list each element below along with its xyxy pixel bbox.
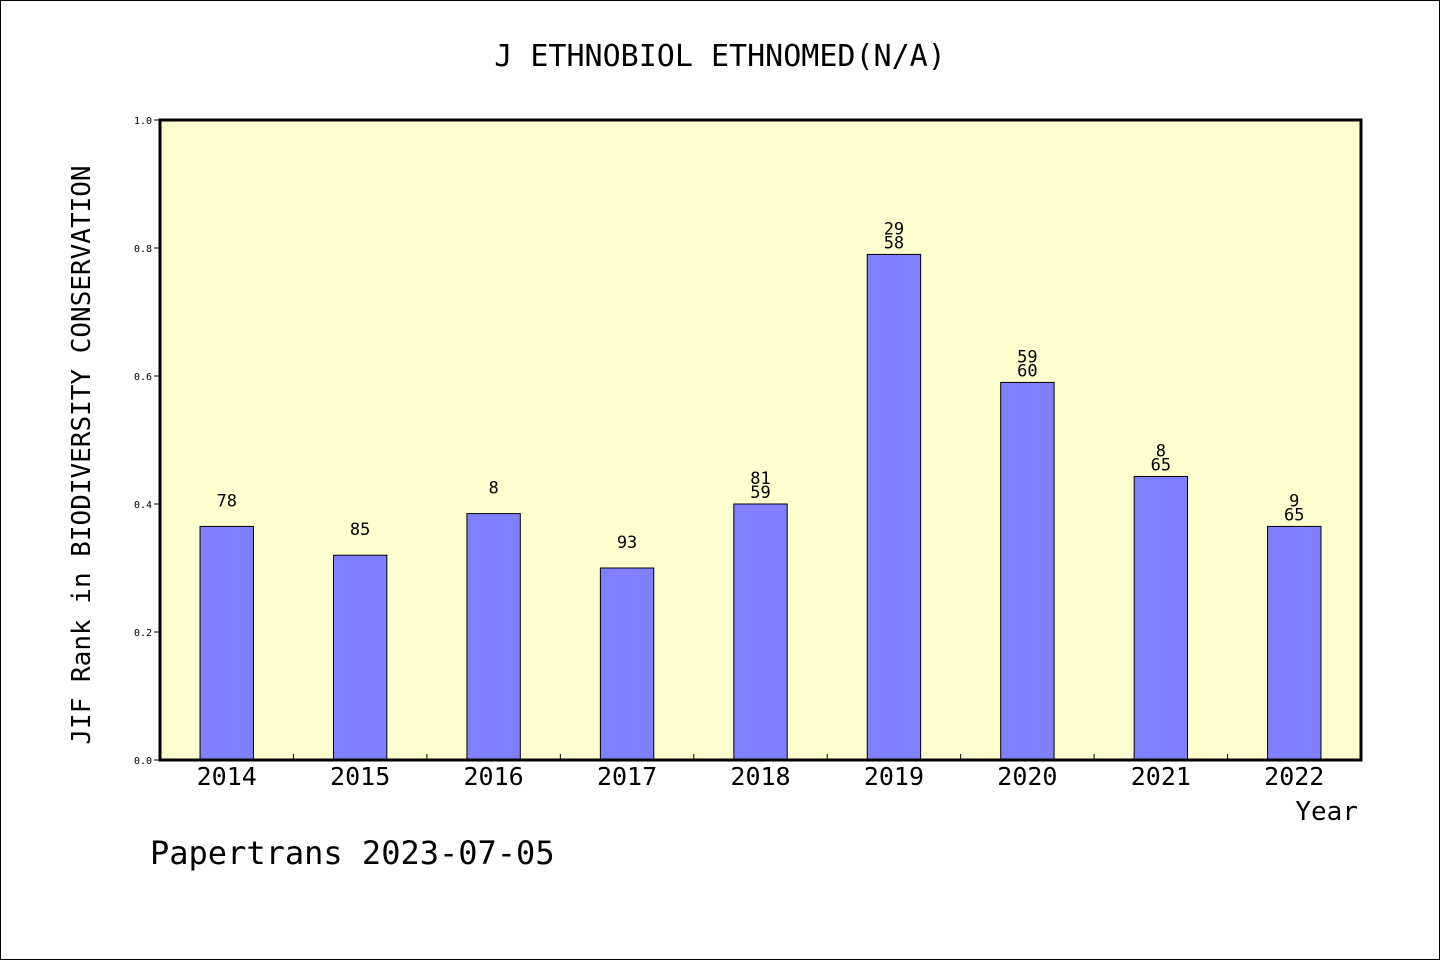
- x-tick-label-2021: 2021: [1131, 762, 1191, 791]
- bar-2016: [466, 513, 521, 761]
- y-axis-label: JIF Rank in BIODIVERSITY CONSERVATION: [67, 165, 97, 744]
- bar-value-label-2019-2: 58: [884, 233, 904, 253]
- y-tick-label: 0.4: [134, 500, 152, 511]
- plot-border: [158, 118, 1363, 762]
- x-axis-ticks: 2014 2015 2016 2017 2018 2019 2020 2021 2022: [197, 754, 1324, 791]
- bar-value-label-2021-2: 65: [1151, 455, 1171, 475]
- bar-2021: [1133, 475, 1189, 761]
- bar-value-label-2022-2: 65: [1284, 505, 1304, 525]
- bar-value-label-2020-2: 60: [1017, 361, 1037, 381]
- bar-2018: [733, 503, 788, 761]
- bar-value-label-2015: 85: [350, 520, 370, 540]
- bar-2015: [332, 554, 388, 761]
- y-tick-label: 0.2: [134, 628, 152, 639]
- chart-title: J ETHNOBIOL ETHNOMED(N/A): [494, 39, 946, 74]
- y-tick-label: 1.0: [134, 116, 152, 127]
- x-tick-label-2018: 2018: [730, 762, 790, 791]
- bar-2014: [199, 525, 254, 761]
- x-tick-label-2017: 2017: [597, 762, 657, 791]
- x-axis-label: Year: [1295, 797, 1358, 827]
- x-tick-label-2015: 2015: [330, 762, 390, 791]
- bar-value-label-2018-2: 59: [750, 483, 770, 503]
- bar-value-label-2018-1: 81: [750, 469, 770, 489]
- bar-2017: [599, 567, 655, 761]
- bar-value-label-2022-1: 9: [1289, 491, 1299, 511]
- bar-value-label-2017: 93: [617, 533, 637, 553]
- y-tick-label: 0.0: [134, 756, 152, 767]
- footer-credit: Papertrans 2023-07-05: [150, 834, 555, 872]
- bar-value-label-2016: 8: [488, 479, 498, 499]
- bar-value-label-2019-1: 29: [884, 219, 904, 239]
- x-tick-label-2020: 2020: [997, 762, 1057, 791]
- bar-2020: [1000, 381, 1055, 761]
- bar-value-label-2020-1: 59: [1017, 347, 1037, 367]
- x-tick-label-2016: 2016: [464, 762, 524, 791]
- x-tick-label-2014: 2014: [197, 762, 257, 791]
- x-tick-label-2022: 2022: [1264, 762, 1324, 791]
- bar-value-label-2014: 78: [216, 491, 236, 511]
- bar-2022: [1267, 525, 1322, 761]
- y-axis-ticks: 0.0 0.2 0.4 0.6 0.8 1.0: [134, 116, 160, 767]
- bars-layer: [199, 253, 1322, 761]
- bar-2019: [866, 253, 922, 761]
- bar-value-label-2021-1: 8: [1156, 441, 1166, 461]
- x-tick-label-2019: 2019: [864, 762, 924, 791]
- y-tick-label: 0.8: [134, 244, 152, 255]
- y-tick-label: 0.6: [134, 372, 152, 383]
